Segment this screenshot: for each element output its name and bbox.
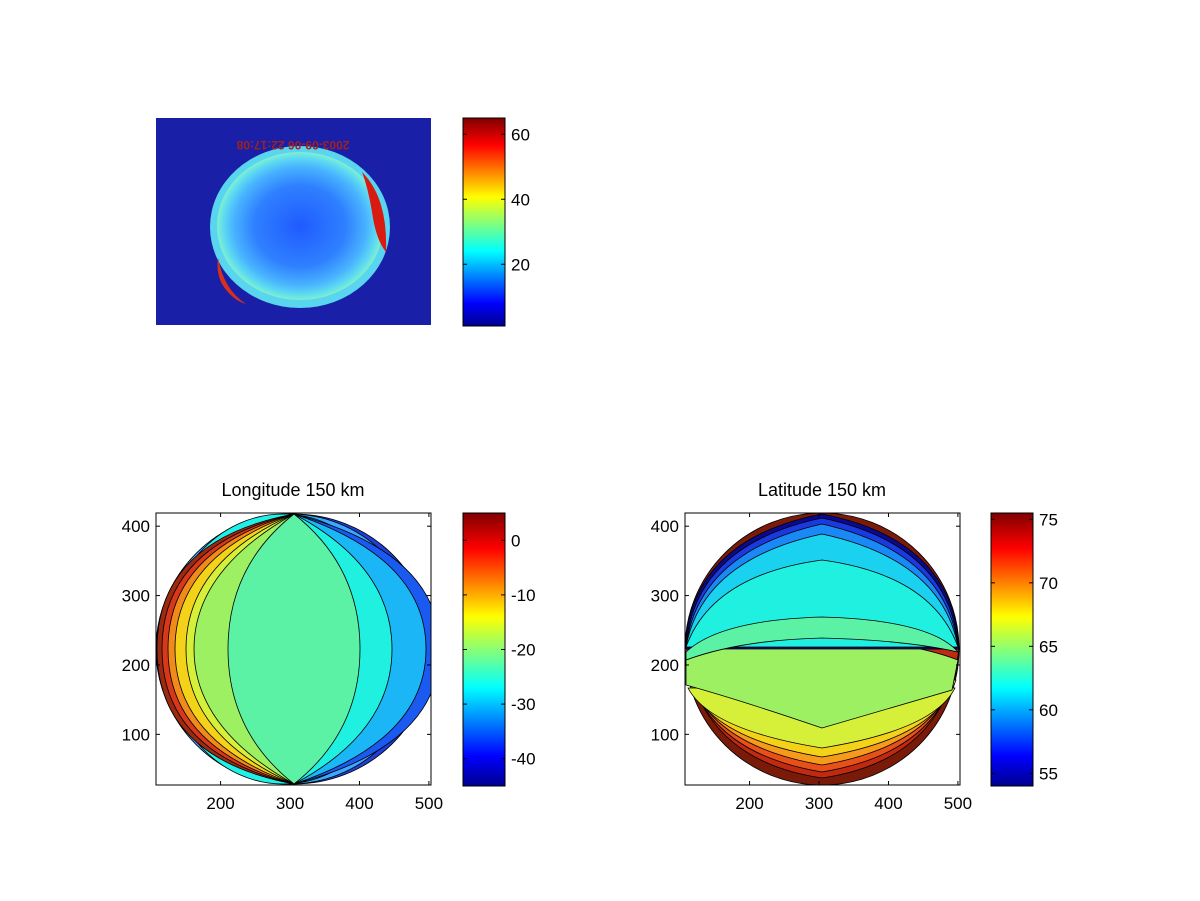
latitude-title: Latitude 150 km [758,480,886,500]
colorbar-tick-label: -10 [511,586,536,605]
y-tick-label: 100 [651,725,679,744]
colorbar-tick-label: 0 [511,531,520,550]
colorbar-tick-label: -30 [511,695,536,714]
y-tick-label: 300 [651,587,679,606]
y-tick-label: 400 [651,517,679,536]
y-tick-label: 200 [651,656,679,675]
longitude-contour-disk [156,513,431,785]
x-tick-label: 500 [415,794,443,813]
colorbar-tick-label: 65 [1039,637,1058,656]
colorbar-tick-label: 60 [511,125,530,144]
longitude-colorbar: 0 -10 -20 -30 -40 [462,512,536,787]
x-tick-label: 200 [735,794,763,813]
colorbar-tick-label: 40 [511,190,530,209]
x-tick-label: 400 [345,794,373,813]
latitude-colorbar: 55 60 65 70 75 [990,510,1058,787]
x-tick-label: 500 [944,794,972,813]
sky-colorbar: 20 40 60 [462,117,530,327]
x-tick-label: 400 [874,794,902,813]
colorbar-tick-label: 20 [511,255,530,274]
latitude-colorbar-gradient [990,512,1034,787]
latitude-contour-disk [685,513,960,785]
colorbar-tick-label: -40 [511,750,536,769]
sky-image-aurora-west [217,258,246,304]
sky-image-caption: 2003-09-06 22:17:08 [236,138,349,152]
x-tick-label: 200 [206,794,234,813]
latitude-panel: Latitude 150 km 200 300 400 500 100 200 300 400 [651,480,972,813]
colorbar-tick-label: 60 [1039,701,1058,720]
sky-image-inner-disk [217,152,383,300]
y-tick-label: 300 [122,587,150,606]
colorbar-tick-label: 55 [1039,764,1058,783]
sky-image-panel: 2003-09-06 22:17:08 [156,118,431,325]
sky-image-aurora-east [362,172,387,252]
x-tick-label: 300 [805,794,833,813]
longitude-colorbar-gradient [462,512,506,787]
y-tick-label: 100 [122,725,150,744]
colorbar-tick-label: 70 [1039,574,1058,593]
sky-colorbar-gradient [462,117,506,327]
longitude-panel: Longitude 150 km 200 300 400 500 100 200 300 40… [122,480,443,813]
colorbar-tick-label: -20 [511,641,536,660]
colorbar-tick-label: 75 [1039,510,1058,529]
longitude-title: Longitude 150 km [221,480,364,500]
y-tick-label: 200 [122,656,150,675]
x-tick-label: 300 [276,794,304,813]
y-tick-label: 400 [122,517,150,536]
